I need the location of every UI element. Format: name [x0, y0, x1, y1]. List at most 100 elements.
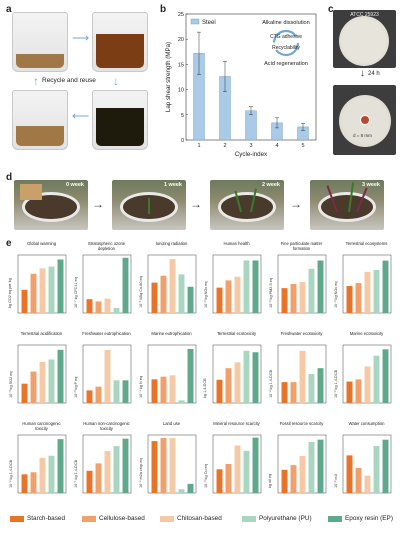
bar-ep: [122, 438, 129, 493]
bar-pu: [113, 308, 120, 313]
subplot-chart: [82, 434, 132, 494]
subplot-chart: [147, 434, 197, 494]
y-tick-label: 10: [178, 88, 184, 94]
panel-d-label: d: [6, 172, 13, 183]
bar-cellulose: [290, 284, 297, 313]
bar-starch: [346, 381, 353, 403]
bar-pu: [373, 269, 380, 313]
bar-pu: [113, 446, 120, 493]
bar-cellulose: [95, 301, 102, 313]
subplot-chart: [212, 344, 262, 404]
beaker-photo-4: [12, 90, 68, 150]
subplot-chart: [82, 254, 132, 314]
bar-pu: [48, 359, 55, 403]
subplot-ylabel: 10⁻³ kg NOx eq: [204, 281, 208, 308]
subplot-title: Human non-carcinogenic toxicity: [83, 421, 130, 431]
subplot-title: Fine particulate matter formation: [280, 241, 323, 251]
petri-dish-photo-top: ATCC 25923: [333, 10, 396, 68]
bar-starch: [281, 382, 288, 403]
subplot-ylabel: 10⁻¹ kg 1,4-DCB: [74, 459, 78, 488]
subplot-chart: [17, 344, 67, 404]
bar-pu: [178, 489, 185, 493]
bar-chitosan: [234, 445, 241, 493]
bar-ep: [252, 437, 259, 493]
bar-cellulose: [160, 376, 167, 403]
subplot-chart: [212, 434, 262, 494]
lca-impact-grid: Global warming kg CO2 eq per kg Stratosphe…: [0, 240, 400, 512]
bar-pu: [308, 268, 315, 313]
x-tick-label: 4: [275, 143, 278, 149]
x-tick-label: 3: [249, 143, 252, 149]
bar-ep: [57, 259, 64, 313]
bar-cellulose: [290, 382, 297, 403]
annotation-ctg: CTG adhesive: [270, 34, 302, 40]
bar-starch: [151, 441, 158, 493]
time-label: 24 h: [368, 71, 380, 77]
panel-a-label: a: [6, 4, 12, 15]
annotation-acid: Acid regeneration: [264, 61, 308, 67]
x-axis-label: Cycle-index: [235, 151, 268, 158]
subplot-title: Stratospheric ozone depletion: [87, 241, 126, 251]
subplot-chart: [277, 344, 327, 404]
panel-c-label: c: [328, 4, 334, 15]
subplot-ylabel: 10⁻³ kg SO2 eq: [9, 371, 13, 399]
bar-pu: [178, 400, 185, 403]
bar-chitosan: [169, 375, 176, 403]
week-label: 1 week: [163, 182, 182, 188]
bar-ep: [317, 368, 324, 403]
bar-chitosan: [104, 451, 111, 493]
bar-pu: [243, 350, 250, 403]
bar-chitosan: [39, 268, 46, 313]
subplot-title: Fossil resource scarcity: [279, 421, 324, 426]
bar-starch: [86, 390, 93, 403]
subplot-ylabel: 10⁻⁴ kg N eq: [139, 376, 143, 398]
y-tick-label: 20: [178, 37, 184, 43]
legend-item-cellulose: Cellulose-based: [82, 515, 145, 522]
subplot-ylabel: kg CO2 eq per kg: [8, 278, 12, 308]
subplot-ylabel: 10⁻¹ kBq Co-60 eq: [139, 276, 143, 308]
bar-cycle-3: [245, 110, 257, 141]
bar-pu: [308, 441, 315, 493]
down-arrow-icon-c: ↓: [360, 68, 365, 79]
bar-cellulose: [95, 463, 102, 493]
bar-chitosan: [234, 276, 241, 313]
subplot-title: Ionizing radiation: [155, 241, 188, 246]
bar-starch: [216, 379, 223, 403]
bar-chitosan: [299, 350, 306, 403]
lca-legend: Starch-based Cellulose-based Chitosan-ba…: [10, 513, 395, 527]
bar-cellulose: [225, 368, 232, 403]
x-tick-label: 5: [301, 143, 304, 149]
subplot-chart: [342, 254, 392, 314]
subplot-title: Freshwater eutrophication: [82, 331, 131, 336]
bar-ep: [187, 483, 194, 493]
bar-starch: [346, 455, 353, 493]
bar-cellulose: [225, 464, 232, 493]
legend-item-starch: Starch-based: [10, 515, 65, 522]
subplot-chart: [82, 344, 132, 404]
subplot-chart: [277, 434, 327, 494]
bar-ep: [382, 260, 389, 313]
recycle-reuse-label: Recycle and reuse: [42, 77, 96, 84]
subplot-ylabel: 10⁻² kg 1,4-DCB: [9, 459, 13, 488]
subplot-chart: [212, 254, 262, 314]
bar-ep: [382, 439, 389, 493]
bar-starch: [151, 282, 158, 313]
bar-starch: [151, 379, 158, 403]
bar-ep: [187, 348, 194, 403]
subplot-title: Water consumption: [348, 421, 385, 426]
legend-item-pu: Polyurethane (PU): [242, 515, 312, 522]
subplot-title: Marine ecotoxicity: [349, 331, 384, 336]
bar-pu: [113, 380, 120, 403]
right-arrow-icon-d2: →: [190, 197, 202, 211]
bar-pu: [308, 374, 315, 403]
bar-chitosan: [169, 259, 176, 313]
bar-pu: [243, 450, 250, 493]
bar-chitosan: [364, 366, 371, 403]
bar-ep: [382, 349, 389, 403]
beaker-photo-3: [92, 90, 148, 150]
pot-photo-week3: 3 week: [310, 180, 384, 230]
subplot-ylabel: 10⁻² m2a crop eq: [139, 458, 143, 488]
cycle-arrow-icon: [272, 29, 300, 57]
bar-starch: [281, 288, 288, 313]
bar-pu: [373, 355, 380, 403]
